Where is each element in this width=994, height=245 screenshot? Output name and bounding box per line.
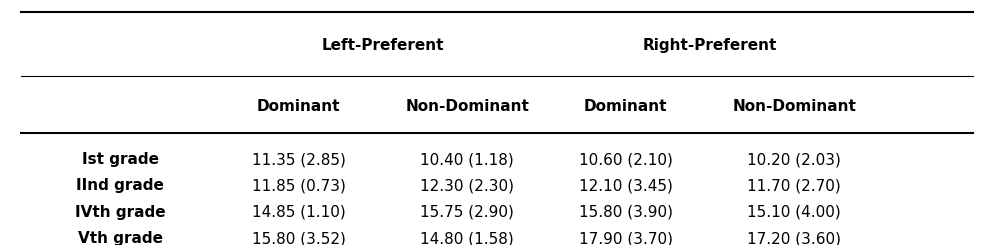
Text: IVth grade: IVth grade — [75, 205, 166, 220]
Text: 14.85 (1.10): 14.85 (1.10) — [251, 205, 346, 220]
Text: Dominant: Dominant — [584, 99, 668, 114]
Text: 11.35 (2.85): 11.35 (2.85) — [251, 152, 346, 167]
Text: Dominant: Dominant — [257, 99, 341, 114]
Text: Right-Preferent: Right-Preferent — [643, 38, 777, 53]
Text: Non-Dominant: Non-Dominant — [406, 99, 529, 114]
Text: 12.30 (2.30): 12.30 (2.30) — [420, 178, 514, 193]
Text: 11.70 (2.70): 11.70 (2.70) — [747, 178, 841, 193]
Text: 17.20 (3.60): 17.20 (3.60) — [747, 231, 841, 245]
Text: 17.90 (3.70): 17.90 (3.70) — [579, 231, 673, 245]
Text: 11.85 (0.73): 11.85 (0.73) — [251, 178, 346, 193]
Text: 15.10 (4.00): 15.10 (4.00) — [747, 205, 841, 220]
Text: 10.20 (2.03): 10.20 (2.03) — [747, 152, 841, 167]
Text: Ist grade: Ist grade — [82, 152, 159, 167]
Text: Non-Dominant: Non-Dominant — [733, 99, 856, 114]
Text: 12.10 (3.45): 12.10 (3.45) — [579, 178, 673, 193]
Text: Left-Preferent: Left-Preferent — [322, 38, 444, 53]
Text: Vth grade: Vth grade — [78, 231, 163, 245]
Text: 15.80 (3.90): 15.80 (3.90) — [579, 205, 673, 220]
Text: 14.80 (1.58): 14.80 (1.58) — [420, 231, 514, 245]
Text: 10.60 (2.10): 10.60 (2.10) — [579, 152, 673, 167]
Text: IInd grade: IInd grade — [77, 178, 164, 193]
Text: 15.80 (3.52): 15.80 (3.52) — [251, 231, 346, 245]
Text: 15.75 (2.90): 15.75 (2.90) — [420, 205, 514, 220]
Text: 10.40 (1.18): 10.40 (1.18) — [420, 152, 514, 167]
